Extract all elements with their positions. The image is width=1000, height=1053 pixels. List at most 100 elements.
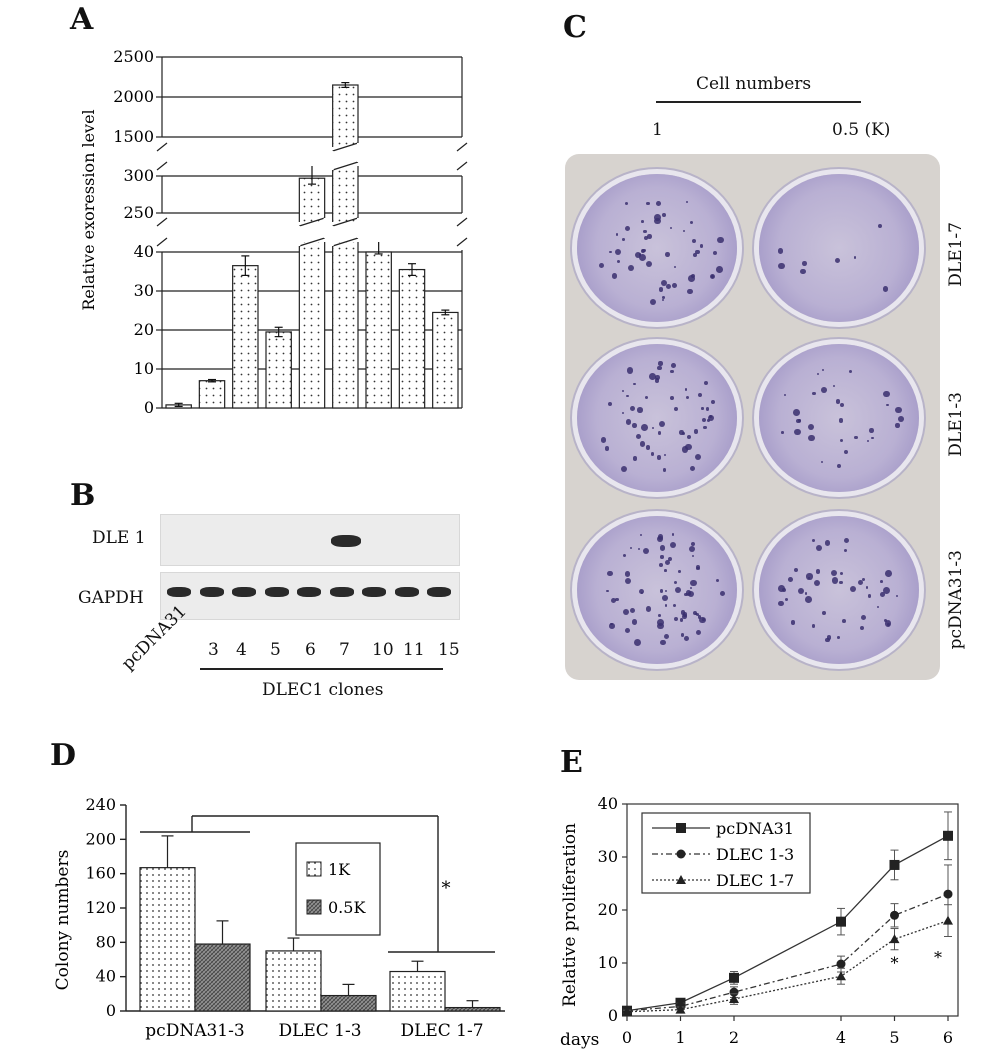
colony-dot — [695, 454, 702, 461]
colony-dot — [716, 578, 720, 583]
colony-dot — [683, 612, 688, 617]
colony-dot — [677, 570, 681, 574]
panel-e-ytick-label: 0 — [608, 1006, 618, 1025]
colony-dot — [690, 579, 697, 587]
colony-dot — [661, 594, 668, 601]
colony-dot — [640, 591, 644, 595]
colony-dot — [647, 234, 652, 239]
colony-dot — [654, 213, 662, 221]
panel-a-bar-break — [332, 237, 359, 247]
colony-dot — [621, 412, 624, 415]
colony-dot — [824, 637, 830, 643]
colony-dot — [639, 588, 645, 594]
colony-dot — [632, 455, 638, 461]
panel-d-bars — [139, 835, 501, 1012]
plate-header-line — [656, 101, 861, 103]
panel-d-bar — [265, 950, 322, 1012]
colony-dot — [793, 409, 801, 416]
colony-dot — [822, 611, 826, 615]
colony-dot — [695, 629, 701, 635]
panel-d-ytick-label: 0 — [106, 1001, 116, 1020]
colony-dot — [695, 564, 701, 570]
colony-dot — [684, 388, 688, 391]
panel-a-bar-break — [332, 142, 359, 152]
colony-dot — [641, 220, 644, 224]
well-pcdna-1k — [577, 516, 737, 664]
colony-dot — [658, 613, 661, 617]
panel-a-bar — [198, 380, 226, 409]
colony-dot — [820, 386, 827, 393]
colony-dot — [816, 372, 819, 376]
panel-a-bar — [265, 331, 292, 409]
blot-dle1-membrane — [160, 514, 460, 566]
panel-e-legend-label: pcDNA31 — [716, 819, 794, 838]
colony-dot — [694, 612, 697, 615]
plate-col-left: 1 — [652, 120, 663, 140]
panel-d-bar — [194, 943, 251, 1012]
colony-dot — [791, 620, 796, 625]
colony-dot — [612, 273, 618, 279]
colony-dot — [657, 622, 664, 630]
plate-col-right: 0.5 (K) — [832, 120, 891, 140]
colony-dot — [665, 252, 670, 257]
colony-dot — [645, 260, 653, 268]
colony-dot — [895, 595, 898, 598]
panel-e-marker-circle — [836, 959, 846, 969]
colony-dot — [880, 580, 884, 584]
colony-plate — [565, 154, 940, 680]
panel-e-marker-circle — [943, 889, 953, 899]
panel-e-marker-triangle — [675, 1004, 686, 1014]
panel-e-legend-label: DLEC 1-3 — [716, 845, 794, 864]
panel-d-bar — [320, 994, 377, 1012]
panel-e-axes: 0 10 20 30 40 0 1 2 4 5 6 — [598, 794, 959, 1047]
colony-dot — [695, 612, 700, 617]
colony-dot — [658, 361, 663, 366]
panel-d-bar — [444, 1006, 501, 1012]
colony-dot — [620, 465, 627, 472]
plate-row-label-1: DLE1-7 — [946, 222, 966, 287]
panel-e-marker-triangle — [622, 1006, 632, 1016]
colony-dot — [715, 265, 723, 273]
panel-e-legend: pcDNA31 DLEC 1-3 DLEC 1-7 — [641, 812, 811, 894]
panel-d-categories: pcDNA31-3 DLEC 1-3 DLEC 1-7 — [145, 1021, 483, 1041]
panel-letter-d: D — [50, 738, 77, 773]
panel-e-legend-marker — [676, 849, 686, 859]
colony-dot — [897, 416, 904, 422]
colony-dot — [883, 390, 890, 398]
panel-d-asterisk: * — [442, 878, 451, 899]
panel-d-legend-box — [295, 842, 381, 936]
blot-lane-label: 5 — [270, 640, 281, 660]
panel-a-axis-breaks — [156, 142, 468, 247]
colony-dot — [857, 579, 864, 586]
colony-dot — [695, 249, 701, 255]
colony-dot — [842, 619, 846, 623]
colony-dot — [815, 544, 823, 552]
colony-dot — [861, 614, 867, 620]
colony-dot — [625, 627, 631, 633]
colony-dot — [673, 406, 678, 411]
colony-dot — [658, 563, 663, 567]
colony-dot — [664, 604, 668, 607]
panel-d-ylabel: Colony numbers — [53, 850, 73, 991]
panel-e-xtick-label: 1 — [675, 1028, 685, 1047]
colony-dot — [663, 454, 666, 457]
colony-dot — [657, 533, 664, 540]
panel-a-ytick-label: 2500 — [113, 47, 154, 66]
colony-dot — [657, 618, 665, 626]
colony-dot — [630, 406, 635, 412]
colony-dot — [623, 553, 627, 557]
colony-dot — [640, 423, 648, 431]
colony-dot — [645, 606, 652, 612]
colony-dot — [805, 595, 812, 603]
blot-gapdh-band — [297, 587, 321, 597]
colony-dot — [862, 578, 865, 582]
colony-dot — [707, 415, 715, 422]
colony-dot — [796, 418, 802, 424]
colony-dot — [671, 363, 676, 368]
colony-dot — [885, 403, 889, 407]
colony-dot — [599, 262, 605, 268]
panel-a-bar — [432, 311, 459, 409]
colony-dot — [684, 636, 690, 641]
colony-dot — [895, 423, 900, 428]
colony-dot — [648, 373, 656, 381]
